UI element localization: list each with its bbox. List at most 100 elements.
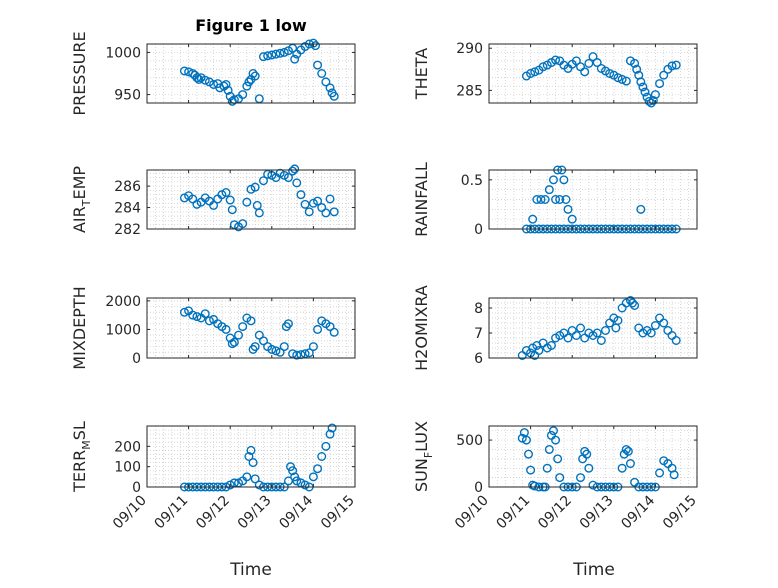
data-point: [258, 336, 268, 346]
data-point: [179, 307, 189, 317]
data-point: [584, 58, 594, 68]
data-point: [310, 41, 320, 51]
data-point: [317, 68, 327, 78]
data-point: [317, 452, 327, 462]
data-point: [313, 324, 323, 334]
data-point: [313, 60, 323, 70]
data-point: [521, 435, 531, 445]
x-tick-label: 09/14: [618, 492, 658, 532]
x-tick-label: 09/15: [318, 493, 358, 533]
data-point: [200, 75, 210, 85]
data-point: [576, 473, 586, 483]
axes-box: [146, 43, 356, 104]
subplot-terr-msl: 09/10 09/11 09/12 09/13 09/14 09/15 0 100 200 TER…: [70, 421, 358, 532]
data-point: [192, 73, 202, 83]
y-tick-label: 0.5: [461, 173, 483, 189]
x-tick-label: 09/13: [235, 493, 275, 533]
x-tick-label: 09/15: [660, 493, 700, 533]
data-point: [275, 347, 285, 357]
data-point: [648, 95, 658, 105]
data-point: [548, 426, 558, 436]
data-point: [571, 56, 581, 66]
data-point: [628, 298, 638, 308]
data-point: [246, 445, 256, 455]
data-point: [644, 96, 654, 106]
data-point: [242, 81, 252, 91]
data-point: [588, 52, 598, 62]
x-tick-label: 09/14: [276, 492, 316, 532]
axes-box: [488, 169, 698, 230]
data-point: [532, 194, 542, 204]
data-point: [238, 90, 248, 100]
data-point: [655, 79, 665, 89]
axes-box: [146, 169, 356, 230]
data-point: [221, 79, 231, 89]
plot-area: [147, 170, 355, 229]
data-point: [223, 85, 233, 95]
data-point: [250, 182, 260, 192]
data-point: [283, 319, 293, 329]
data-point: [179, 66, 189, 76]
data-point: [555, 194, 565, 204]
x-tick-label: 09/12: [535, 493, 575, 533]
data-point: [534, 346, 544, 356]
data-point: [292, 178, 302, 188]
data-point: [636, 204, 646, 214]
y-axis-label: THETA: [412, 48, 431, 100]
data-point: [227, 205, 237, 215]
data-point: [526, 465, 536, 475]
data-point: [329, 207, 339, 217]
data-point: [630, 301, 640, 311]
y-tick-label: 500: [456, 433, 483, 449]
data-point: [544, 185, 554, 195]
data-point: [650, 90, 660, 100]
data-point: [571, 331, 581, 341]
data-point: [279, 342, 289, 352]
data-point: [221, 324, 231, 334]
data-point: [551, 55, 561, 65]
data-point: [325, 194, 335, 204]
data-point: [242, 197, 252, 207]
subplot-air-temp: 282 284 286 AIRTEMP: [70, 164, 356, 238]
subplot-sun-flux: 09/10 09/11 09/12 09/13 09/14 09/15 0 500 SUNFLU…: [412, 421, 700, 532]
data-point: [325, 429, 335, 439]
y-axis-label: SUNFLUX: [412, 421, 435, 492]
data-point: [204, 316, 214, 326]
y-tick-label: 0: [474, 480, 483, 496]
data-point: [288, 466, 298, 476]
data-point: [655, 468, 665, 478]
data-point: [248, 458, 258, 468]
x-tick-label: 09/10: [110, 493, 150, 533]
data-point: [600, 326, 610, 336]
data-point: [250, 474, 260, 484]
data-point: [553, 454, 563, 464]
data-point: [623, 446, 633, 456]
data-point: [621, 444, 631, 454]
plot-area: [489, 170, 697, 229]
data-point: [613, 316, 623, 326]
axes-box: [146, 425, 356, 488]
data-point: [275, 48, 285, 58]
y-tick-label: 100: [114, 460, 141, 476]
data-point: [244, 77, 254, 87]
y-tick-label: 950: [114, 88, 141, 104]
data-point: [546, 341, 556, 351]
data-point: [640, 87, 650, 97]
data-point: [671, 336, 681, 346]
data-point: [542, 463, 552, 473]
data-point: [551, 194, 561, 204]
data-point: [671, 60, 681, 70]
y-axis-label: MIXDEPTH: [70, 286, 89, 369]
data-point: [258, 176, 268, 186]
data-point: [192, 312, 202, 322]
data-point: [667, 61, 677, 71]
data-point: [582, 449, 592, 459]
y-axis-label: RAINFALL: [412, 162, 431, 237]
data-point: [646, 328, 656, 338]
data-point: [325, 83, 335, 93]
data-point: [638, 82, 648, 92]
data-point: [290, 54, 300, 64]
data-point: [194, 74, 204, 84]
x-tick-label: 09/12: [193, 493, 233, 533]
